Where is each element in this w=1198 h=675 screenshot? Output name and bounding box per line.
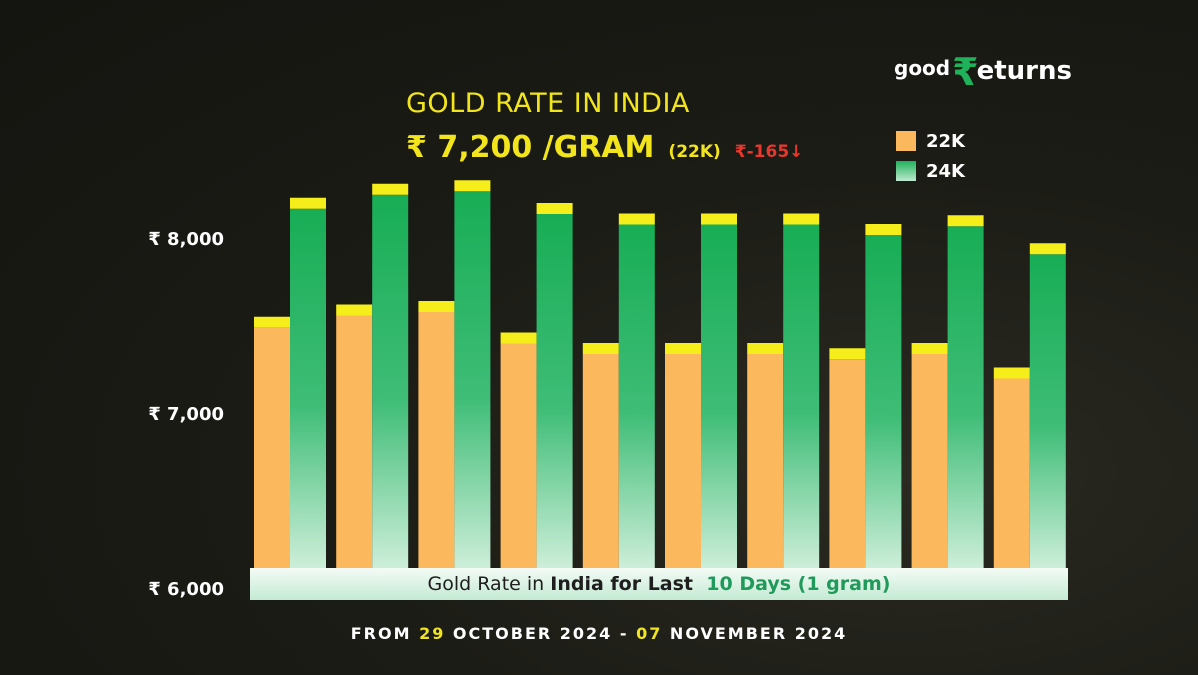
legend-item-22k: 22K bbox=[896, 128, 965, 154]
price-change: ₹-165↓ bbox=[734, 142, 804, 162]
logo-rupee-glyph: ₹ bbox=[952, 50, 979, 94]
bar-24k bbox=[783, 224, 820, 568]
bar-24k-cap bbox=[1029, 243, 1066, 255]
bar-24k-cap bbox=[454, 180, 491, 192]
bar-22k bbox=[747, 354, 784, 568]
bar-22k bbox=[829, 359, 866, 568]
legend: 22K 24K bbox=[896, 128, 965, 188]
caption-part-3: 10 Days (1 gram) bbox=[693, 573, 891, 595]
date-suffix: NOVEMBER 2024 bbox=[662, 624, 848, 643]
bar-24k-cap bbox=[290, 197, 326, 209]
bar-22k-cap bbox=[993, 367, 1030, 379]
date-mid: OCTOBER 2024 - bbox=[445, 624, 637, 643]
logo-good-text: good bbox=[894, 56, 951, 80]
date-day-1: 29 bbox=[419, 624, 446, 643]
caption-part-2: India for Last bbox=[550, 573, 694, 595]
carat-label: (22K) bbox=[668, 142, 721, 162]
bar-24k bbox=[454, 191, 491, 568]
bar-22k-cap bbox=[747, 343, 784, 354]
current-price: ₹ 7,200 /GRAM bbox=[406, 130, 655, 165]
logo-eturns-text: eturns bbox=[976, 56, 1072, 86]
bar-22k bbox=[993, 378, 1030, 568]
bar-22k bbox=[500, 343, 537, 568]
bar-22k-cap bbox=[418, 301, 455, 312]
chart-caption: Gold Rate in India for Last 10 Days (1 g… bbox=[250, 568, 1068, 600]
date-day-2: 07 bbox=[636, 624, 663, 643]
bar-22k bbox=[418, 312, 455, 568]
bar-24k bbox=[865, 235, 902, 568]
goodreturns-logo: good ₹ eturns bbox=[894, 52, 1072, 92]
bar-24k-cap bbox=[783, 213, 820, 225]
bar-22k-cap bbox=[911, 343, 948, 354]
bar-22k bbox=[254, 327, 290, 568]
bar-22k bbox=[911, 354, 948, 568]
bar-24k bbox=[290, 208, 326, 568]
bar-24k-cap bbox=[701, 213, 737, 225]
y-tick-label: ₹ 6,000 bbox=[148, 579, 224, 600]
legend-swatch-22k bbox=[896, 131, 916, 151]
bar-24k bbox=[947, 226, 984, 568]
legend-label-24k: 24K bbox=[926, 160, 965, 182]
bar-24k-cap bbox=[947, 215, 984, 227]
bar-24k bbox=[536, 214, 573, 568]
bar-22k bbox=[665, 354, 701, 568]
bar-24k-cap bbox=[536, 203, 573, 214]
bar-22k-cap bbox=[665, 343, 701, 354]
bar-24k bbox=[372, 194, 409, 568]
legend-swatch-24k bbox=[896, 161, 916, 181]
bar-22k-cap bbox=[829, 348, 866, 360]
legend-item-24k: 24K bbox=[896, 158, 965, 184]
price-row: ₹ 7,200 /GRAM (22K) ₹-165↓ bbox=[406, 130, 803, 165]
bar-24k bbox=[618, 224, 655, 568]
bar-22k-cap bbox=[500, 332, 537, 344]
date-range: FROM 29 OCTOBER 2024 - 07 NOVEMBER 2024 bbox=[0, 624, 1198, 643]
date-prefix: FROM bbox=[350, 624, 420, 643]
y-tick-label: ₹ 7,000 bbox=[148, 404, 224, 425]
bar-22k-cap bbox=[254, 316, 290, 328]
legend-label-22k: 22K bbox=[926, 130, 965, 152]
bar-22k bbox=[582, 354, 619, 568]
y-tick-label: ₹ 8,000 bbox=[148, 229, 224, 250]
bar-24k bbox=[701, 224, 737, 568]
bar-22k-cap bbox=[582, 343, 619, 354]
bar-24k-cap bbox=[865, 224, 902, 235]
bar-24k-cap bbox=[372, 183, 409, 195]
bar-22k bbox=[336, 315, 373, 568]
bar-24k-cap bbox=[618, 213, 655, 225]
chart-title: GOLD RATE IN INDIA bbox=[406, 88, 690, 119]
caption-part-1: Gold Rate in bbox=[427, 573, 551, 595]
bar-24k bbox=[1029, 254, 1066, 568]
bar-22k-cap bbox=[336, 304, 373, 316]
